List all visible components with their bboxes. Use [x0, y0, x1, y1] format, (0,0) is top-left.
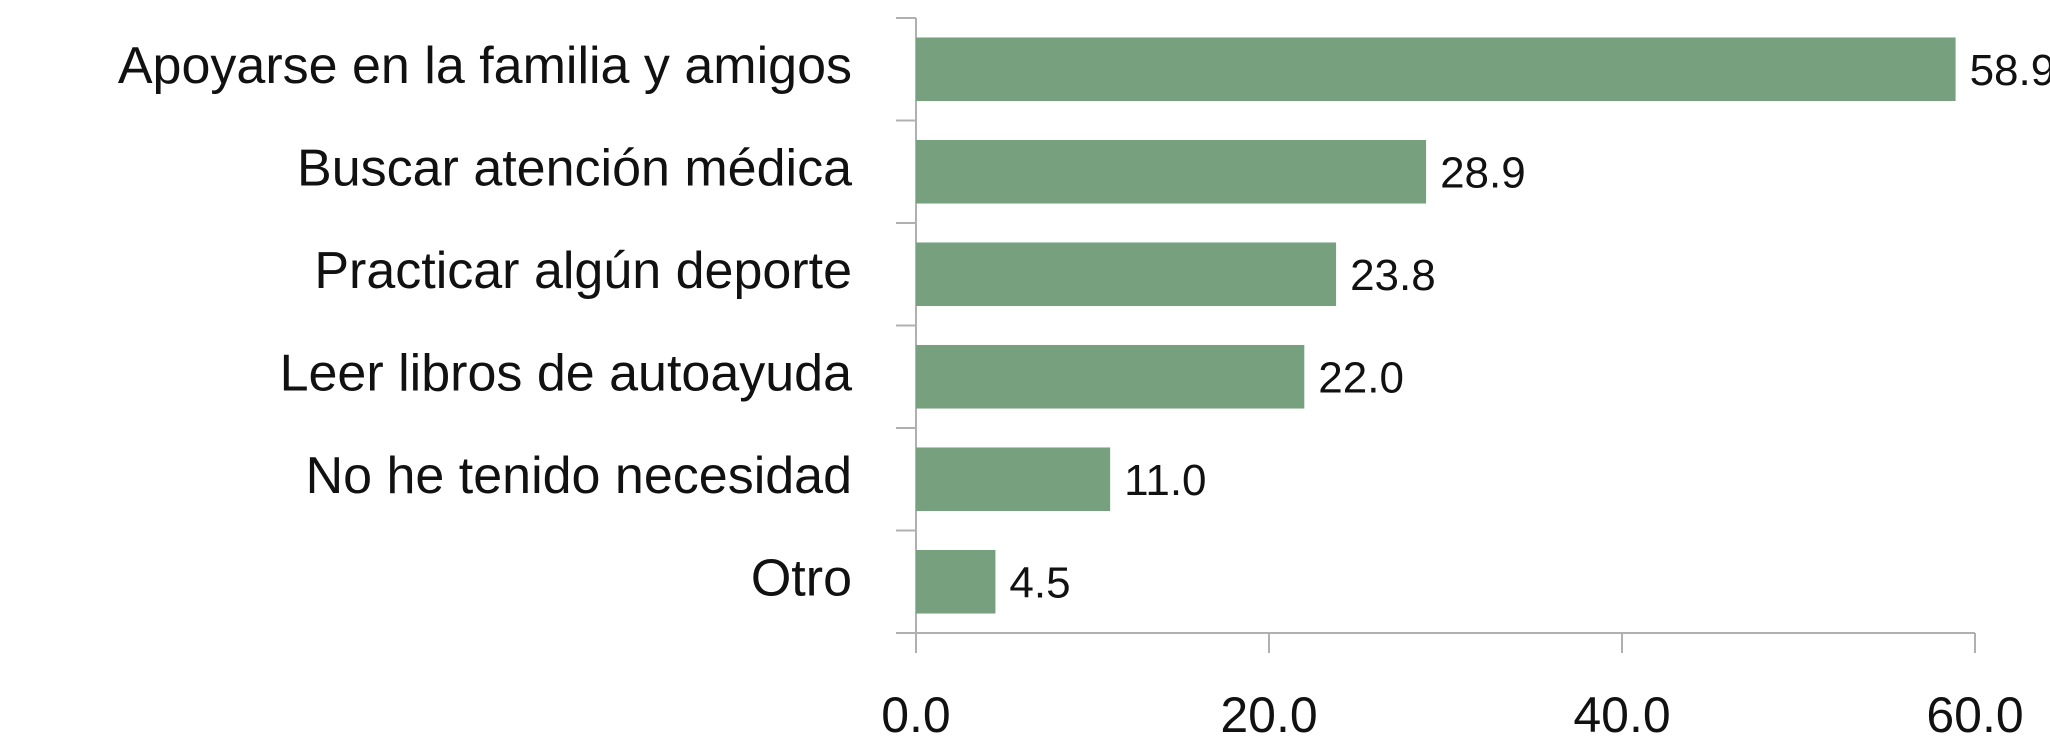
category-label: Otro [751, 549, 852, 607]
bar [916, 549, 996, 614]
data-label: 28.9 [1440, 148, 1526, 197]
category-label: Apoyarse en la familia y amigos [118, 37, 852, 95]
bar [916, 242, 1337, 307]
x-tick-label: 60.0 [1926, 687, 2023, 743]
x-tick-label: 0.0 [881, 687, 951, 743]
data-label: 22.0 [1318, 353, 1404, 402]
bar [916, 344, 1305, 409]
data-label: 11.0 [1124, 456, 1206, 505]
bar [916, 139, 1427, 204]
category-label: Practicar algún deporte [314, 242, 852, 300]
bar [916, 447, 1111, 512]
category-label: Buscar atención médica [297, 139, 852, 197]
data-label: 23.8 [1350, 251, 1436, 300]
x-tick-label: 40.0 [1573, 687, 1670, 743]
x-tick-label: 20.0 [1220, 687, 1317, 743]
category-label: Leer libros de autoayuda [280, 344, 852, 402]
category-label: No he tenido necesidad [306, 447, 852, 505]
data-label: 58.9 [1970, 46, 2050, 95]
bar [916, 37, 1956, 102]
data-label: 4.5 [1009, 558, 1070, 607]
